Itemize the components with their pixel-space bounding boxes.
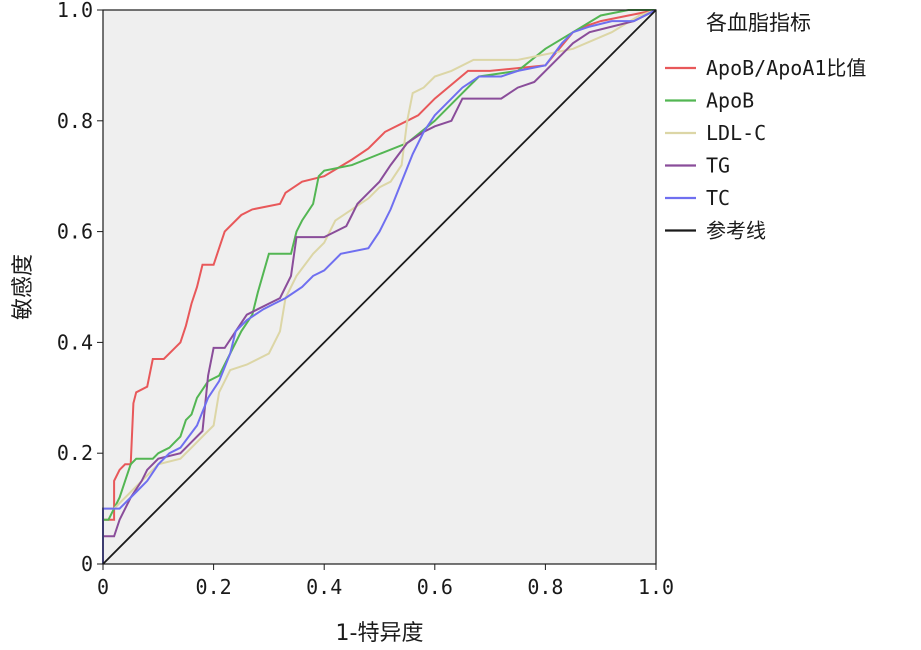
x-tick-label: 0.4 xyxy=(306,575,342,599)
legend-label-0: ApoB/ApoA1比值 xyxy=(706,56,866,80)
legend-label-1: ApoB xyxy=(706,89,754,113)
y-tick-label: 0.4 xyxy=(57,330,93,354)
x-tick-label: 0.2 xyxy=(196,575,232,599)
x-tick-label: 1.0 xyxy=(638,575,674,599)
series-line-2 xyxy=(102,9,657,564)
legend-title: 各血脂指标 xyxy=(706,11,811,35)
series-line-0 xyxy=(102,9,657,564)
legend-label-2: LDL-C xyxy=(706,121,766,145)
series-line-4 xyxy=(102,9,657,564)
x-tick-label: 0.8 xyxy=(527,575,563,599)
y-tick-label: 0.8 xyxy=(57,109,93,133)
series-layer xyxy=(102,9,657,565)
legend-label-5: 参考线 xyxy=(706,219,766,243)
legend-label-3: TG xyxy=(706,154,730,178)
x-tick-label: 0 xyxy=(97,575,109,599)
ticks-layer: 0 0.2 0.4 0.6 0.8 1.0 0 0.2 0.4 0.6 0.8 1.0 xyxy=(57,0,674,599)
series-line-1 xyxy=(102,9,656,564)
x-axis-label: 1-特异度 xyxy=(336,621,424,646)
y-tick-label: 0.2 xyxy=(57,441,93,465)
y-tick-label: 0 xyxy=(81,552,93,576)
y-tick-label: 1.0 xyxy=(57,0,93,22)
x-tick-label: 0.6 xyxy=(417,575,453,599)
series-line-3 xyxy=(102,9,657,564)
plot-frame xyxy=(102,9,657,565)
y-axis-label: 敏感度 xyxy=(11,254,36,320)
series-line-5 xyxy=(102,9,657,565)
legend-label-4: TC xyxy=(706,186,730,210)
legend: ApoB/ApoA1比值 ApoB LDL-C TG TC 参考线 xyxy=(665,56,866,243)
y-tick-label: 0.6 xyxy=(57,220,93,244)
